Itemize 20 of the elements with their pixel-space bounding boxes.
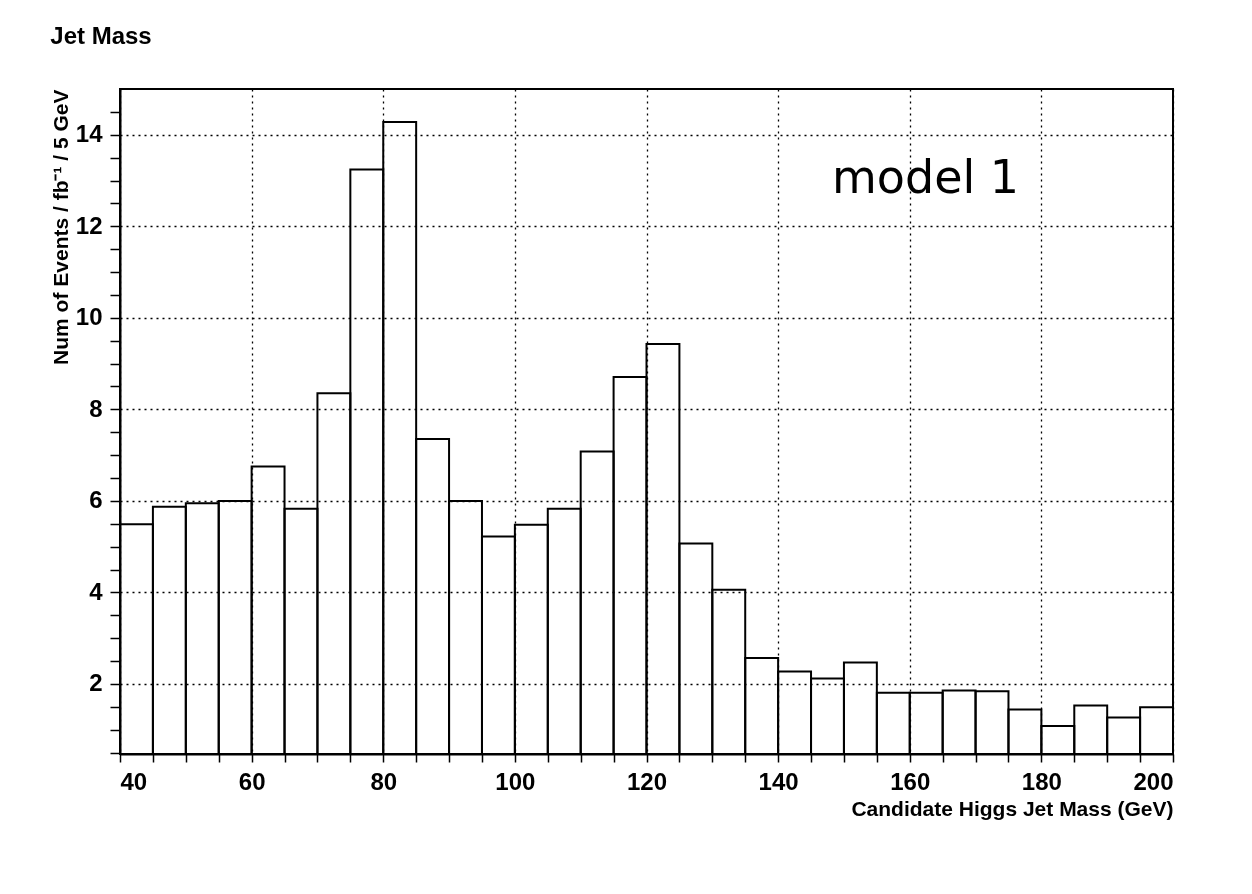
x-axis-title: Candidate Higgs Jet Mass (GeV)	[851, 796, 1174, 820]
x-tick-label: 100	[495, 767, 536, 795]
x-tick-label: 120	[626, 767, 668, 795]
y-axis-title: Num of Events / fb⁻¹ / 5 GeV	[48, 89, 72, 365]
x-tick-label: 160	[890, 767, 931, 795]
chart-title: Jet Mass	[50, 22, 152, 49]
x-tick-label: 200	[1133, 767, 1174, 795]
y-tick-label: 6	[89, 486, 103, 514]
x-tick-label: 180	[1021, 767, 1062, 795]
x-tick-label: 80	[370, 767, 398, 795]
y-tick-label: 12	[75, 211, 103, 239]
y-tick-label: 8	[89, 394, 103, 422]
y-tick-label: 10	[75, 303, 103, 331]
y-tick-label: 2	[89, 669, 103, 697]
x-tick-label: 40	[120, 767, 148, 795]
x-tick-label: 60	[238, 767, 266, 795]
y-tick-label: 14	[75, 120, 104, 148]
x-tick-label: 140	[758, 767, 799, 795]
annotation: model 1	[832, 150, 1020, 204]
y-tick-label: 4	[89, 577, 104, 605]
